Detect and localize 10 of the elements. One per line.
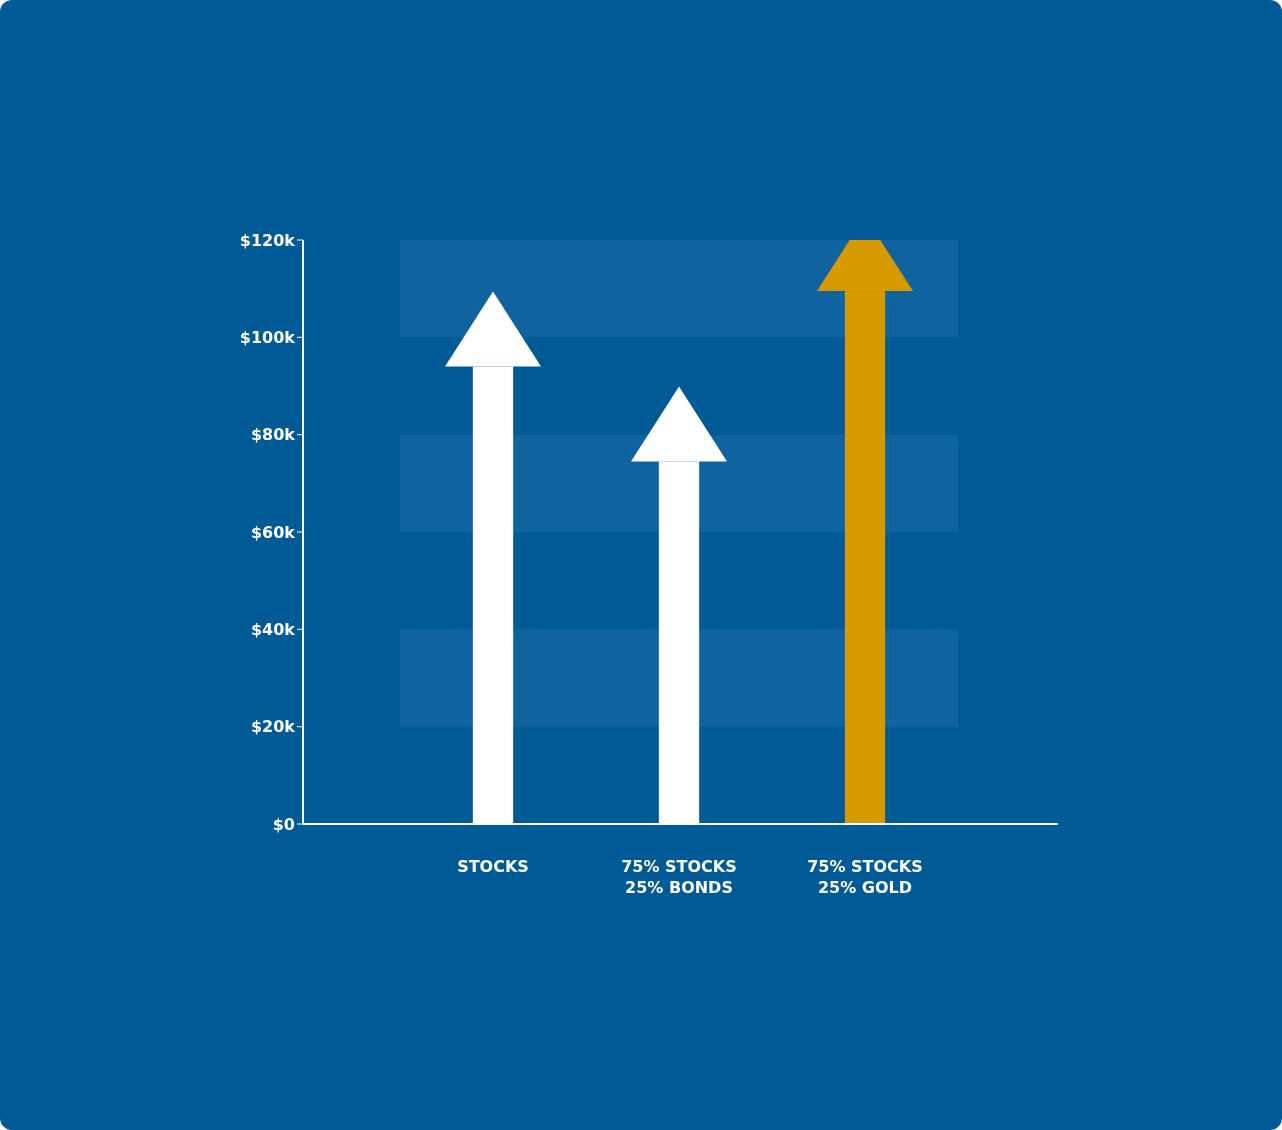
y-tick-label: $0 (272, 814, 295, 834)
y-tick-label: $80k (250, 425, 296, 445)
x-tick-label: STOCKS (457, 857, 529, 876)
y-tick-label: $60k (250, 522, 296, 542)
y-tick-label: $20k (250, 717, 296, 737)
x-tick-label: 75% STOCKS 25% GOLD (807, 857, 923, 897)
y-tick-label: $120k (239, 230, 296, 250)
y-tick-label: $100k (239, 328, 296, 348)
x-tick-label: 75% STOCKS 25% BONDS (621, 857, 737, 897)
y-tick-label: $40k (250, 620, 296, 640)
